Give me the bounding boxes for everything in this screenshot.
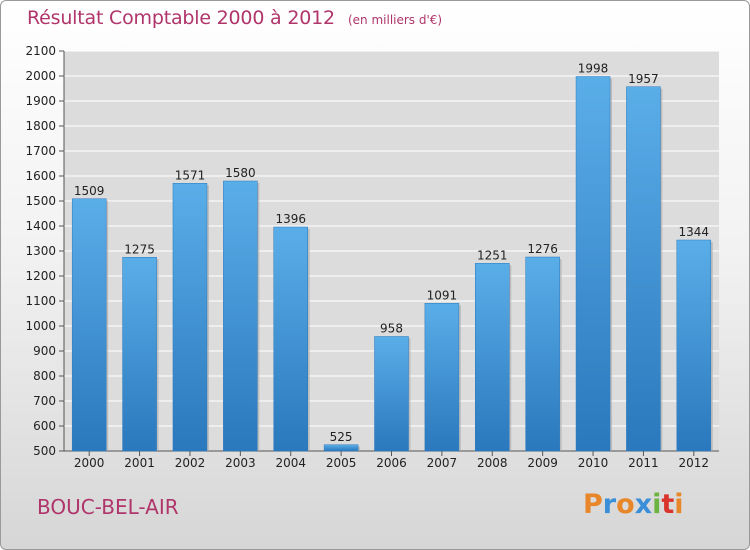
title-row: Résultat Comptable 2000 à 2012 (en milli…: [27, 7, 442, 35]
proxiti-logo[interactable]: Proxiti: [583, 489, 684, 520]
chart-title: Résultat Comptable 2000 à 2012: [27, 7, 335, 29]
y-tick-label: 1700: [25, 144, 56, 158]
y-tick-label: 1800: [25, 119, 56, 133]
bar[interactable]: [525, 256, 560, 452]
y-tick-label: 1000: [25, 319, 56, 333]
bar[interactable]: [71, 198, 107, 452]
y-tick-label: 1400: [25, 219, 56, 233]
y-tick-label: 2000: [25, 69, 56, 83]
bar-group: [475, 263, 512, 452]
x-tick-label: 2003: [225, 456, 256, 470]
y-tick-label: 500: [33, 444, 56, 458]
data-label: 1998: [578, 62, 609, 76]
bar-group: [223, 180, 260, 452]
data-label: 1396: [275, 212, 306, 226]
logo-letter: t: [661, 489, 675, 520]
x-tick-label: 2009: [527, 456, 558, 470]
bar[interactable]: [172, 183, 208, 452]
x-tick-label: 2007: [427, 456, 458, 470]
logo-letter: o: [616, 489, 635, 520]
data-label: 1251: [477, 248, 508, 262]
logo-letter: i: [652, 489, 662, 520]
y-tick-label: 900: [33, 344, 56, 358]
bar-group: [172, 183, 209, 452]
bar-group: [575, 76, 613, 452]
y-tick-label: 700: [33, 394, 56, 408]
data-label: 1344: [679, 225, 710, 239]
bar-group: [273, 226, 310, 452]
y-tick-label: 1600: [25, 169, 56, 183]
data-label: 1091: [427, 288, 458, 302]
data-label: 1571: [175, 168, 206, 182]
bar[interactable]: [575, 76, 611, 452]
y-tick-label: 600: [33, 419, 56, 433]
location-label: BOUC-BEL-AIR: [37, 495, 179, 519]
bar-group: [71, 198, 109, 452]
y-tick-label: 2100: [25, 44, 56, 58]
y-tick-label: 1300: [25, 244, 56, 258]
chart-unit: (en milliers d'€): [347, 13, 443, 27]
data-label: 1276: [527, 242, 558, 256]
x-tick-label: 2008: [477, 456, 508, 470]
data-label: 1580: [225, 166, 256, 180]
x-tick-label: 2000: [74, 456, 105, 470]
labels: 1509 1275 1571 1580 1396 525 958 1091 1251 1276 19…: [74, 62, 709, 444]
bar[interactable]: [475, 263, 510, 452]
data-label: 1275: [124, 242, 155, 256]
y-tick-label: 1100: [25, 294, 56, 308]
y-tick-label: 1900: [25, 94, 56, 108]
bar-group: [374, 336, 411, 452]
bar[interactable]: [374, 336, 409, 452]
y-tick-label: 800: [33, 369, 56, 383]
bar-group: [122, 257, 159, 452]
bar[interactable]: [223, 180, 258, 452]
y-tick-label: 1200: [25, 269, 56, 283]
logo-letter: x: [634, 489, 653, 520]
bar-group: [323, 444, 361, 452]
logo-letter: P: [583, 489, 603, 520]
x-tick-label: 2006: [376, 456, 407, 470]
bar-group: [676, 239, 713, 452]
data-label: 1509: [74, 184, 105, 198]
x-tick-label: 2012: [679, 456, 710, 470]
bar-group: [626, 86, 663, 452]
bar-group: [525, 256, 562, 452]
data-label: 958: [380, 322, 403, 336]
data-label: 1957: [628, 72, 659, 86]
x-tick-label: 2005: [326, 456, 357, 470]
bar[interactable]: [323, 444, 359, 452]
bar[interactable]: [122, 257, 157, 452]
bar-group: [424, 303, 461, 452]
data-label: 525: [330, 430, 353, 444]
bar[interactable]: [626, 86, 661, 452]
logo-letter: r: [602, 489, 617, 520]
bar[interactable]: [273, 226, 308, 452]
logo-letter: i: [674, 489, 684, 520]
bar[interactable]: [424, 303, 460, 452]
y-tick-label: 1500: [25, 194, 56, 208]
x-tick-label: 2010: [578, 456, 609, 470]
x-tick-label: 2001: [124, 456, 155, 470]
x-tick-label: 2011: [628, 456, 659, 470]
bars: [71, 76, 713, 452]
bar[interactable]: [676, 239, 712, 452]
x-tick-label: 2004: [275, 456, 306, 470]
x-tick-label: 2002: [175, 456, 206, 470]
